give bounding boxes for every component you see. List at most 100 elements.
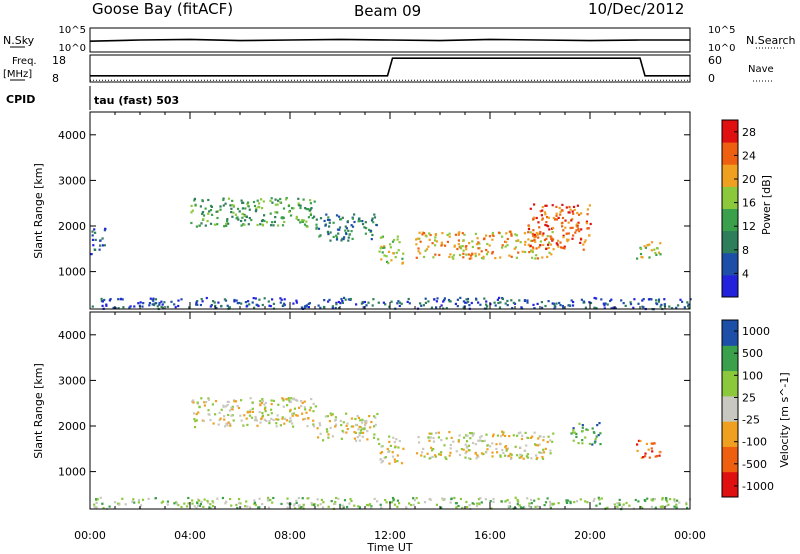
heatmap-cell <box>449 447 452 450</box>
heatmap-cell <box>525 455 528 458</box>
heatmap-cell <box>329 231 332 234</box>
heatmap-cell <box>137 501 140 504</box>
heatmap-cell <box>288 399 291 402</box>
heatmap-cell <box>248 414 252 417</box>
heatmap-cell <box>424 297 427 300</box>
heatmap-cell <box>555 214 558 217</box>
heatmap-cell <box>456 298 459 301</box>
heatmap-cell <box>591 427 594 430</box>
heatmap-cell <box>653 442 656 445</box>
heatmap-cell <box>276 414 279 417</box>
colorbar-tick-label: 24 <box>742 149 756 162</box>
heatmap-cell <box>319 432 322 435</box>
heatmap-cell <box>142 302 145 305</box>
heatmap-cell <box>230 414 233 417</box>
heatmap-cell <box>396 302 399 305</box>
heatmap-cell <box>524 250 527 254</box>
heatmap-cell <box>314 405 317 408</box>
heatmap-cell <box>474 443 477 446</box>
heatmap-cell <box>207 397 210 400</box>
heatmap-cell <box>195 225 198 228</box>
heatmap-cell <box>541 457 545 460</box>
heatmap-cell <box>541 306 544 309</box>
heatmap-cell <box>201 212 204 215</box>
heatmap-cell <box>324 415 327 418</box>
heatmap-cell <box>551 302 554 305</box>
heatmap-cell <box>465 248 468 251</box>
heatmap-cell <box>442 300 445 303</box>
heatmap-cell <box>259 400 262 403</box>
heatmap-cell <box>417 436 420 439</box>
heatmap-cell <box>410 503 413 507</box>
heatmap-cell <box>277 199 280 202</box>
heatmap-cell <box>380 245 383 248</box>
heatmap-cell <box>504 445 508 448</box>
heatmap-cell <box>388 440 391 443</box>
heatmap-cell <box>530 457 533 460</box>
heatmap-cell <box>285 197 288 200</box>
heatmap-cell <box>345 431 348 434</box>
heatmap-cell <box>650 241 654 244</box>
heatmap-cell <box>645 442 648 445</box>
heatmap-cell <box>474 232 477 235</box>
heatmap-cell <box>261 303 264 307</box>
heatmap-cell <box>102 507 105 510</box>
heatmap-cell <box>480 501 483 504</box>
heatmap-cell <box>501 430 504 433</box>
heatmap-cell <box>517 432 520 435</box>
heatmap-cell <box>234 213 237 216</box>
heatmap-cell <box>242 201 245 204</box>
heatmap-cell <box>467 300 470 303</box>
heatmap-cell <box>435 432 438 435</box>
heatmap-cell <box>316 427 319 430</box>
heatmap-cell <box>549 449 552 452</box>
heatmap-cell <box>477 439 480 442</box>
heatmap-cell <box>309 406 312 409</box>
heatmap-cell <box>196 303 199 306</box>
heatmap-cell <box>341 429 344 432</box>
heatmap-cell <box>566 501 569 504</box>
heatmap-cell <box>452 257 455 260</box>
heatmap-cell <box>149 297 152 300</box>
ytick-label: 2000 <box>58 420 86 433</box>
heatmap-cell <box>651 499 654 502</box>
heatmap-cell <box>296 399 299 402</box>
heatmap-cell <box>289 400 293 403</box>
heatmap-cell <box>187 502 190 505</box>
heatmap-cell <box>300 306 303 309</box>
heatmap-cell <box>536 257 539 260</box>
heatmap-cell <box>329 239 332 242</box>
heatmap-cell <box>302 198 305 201</box>
heatmap-cell <box>141 305 144 308</box>
heatmap-cell <box>673 500 676 503</box>
heatmap-cell <box>361 220 364 223</box>
heatmap-cell <box>196 300 199 303</box>
heatmap-cell <box>253 501 257 504</box>
heatmap-cell <box>340 424 343 427</box>
heatmap-cell <box>541 234 544 237</box>
heatmap-cell <box>485 433 488 436</box>
heatmap-cell <box>524 243 527 246</box>
heatmap-cell <box>305 208 308 211</box>
heatmap-cell <box>271 501 274 504</box>
heatmap-cell <box>214 304 217 307</box>
heatmap-cell <box>217 301 220 304</box>
heatmap-cell <box>214 413 217 416</box>
heatmap-cell <box>371 233 374 237</box>
xtick-label: 04:00 <box>174 529 206 542</box>
heatmap-cell <box>112 306 115 309</box>
heatmap-cell <box>632 306 635 309</box>
heatmap-cell <box>325 213 328 216</box>
heatmap-cell <box>379 247 382 250</box>
heatmap-cell <box>550 237 553 240</box>
heatmap-cell <box>423 501 427 504</box>
heatmap-cell <box>646 244 649 247</box>
heatmap-cell <box>640 505 643 509</box>
heatmap-cell <box>305 304 308 307</box>
heatmap-cell <box>207 198 210 202</box>
heatmap-cell <box>438 253 441 257</box>
heatmap-cell <box>570 299 573 302</box>
heatmap-cell <box>239 414 242 417</box>
heatmap-cell <box>426 452 429 455</box>
heatmap-cell <box>379 458 382 461</box>
